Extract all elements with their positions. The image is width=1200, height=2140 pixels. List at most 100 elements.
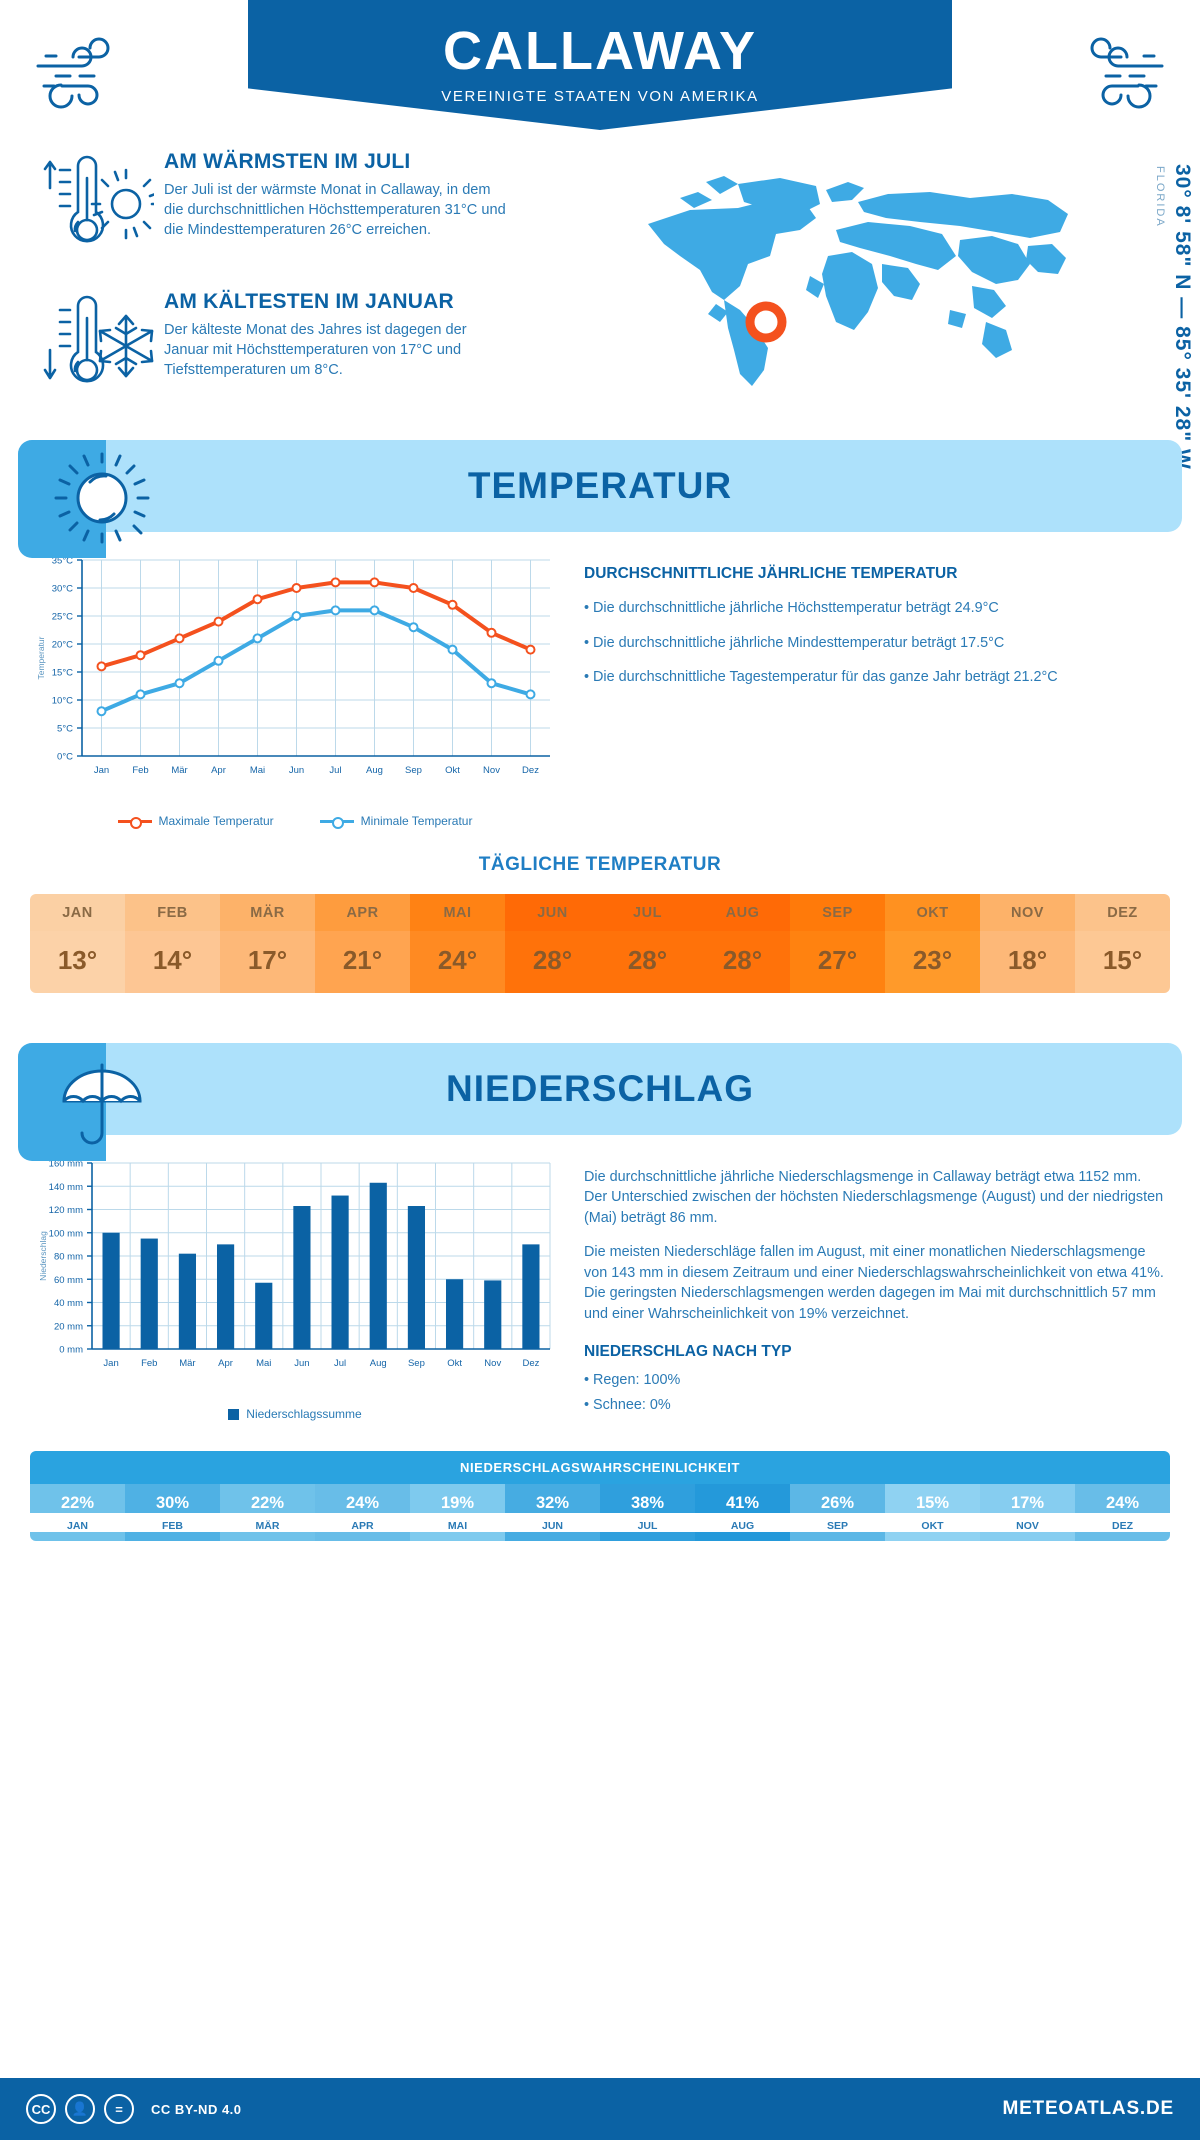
- temperature-bullet-1: • Die durchschnittliche jährliche Höchst…: [584, 600, 999, 617]
- svg-text:Jun: Jun: [294, 1358, 309, 1369]
- svg-text:0 mm: 0 mm: [59, 1345, 83, 1356]
- precipitation-bar-chart: 0 mm 20 mm 40 mm 60 mm 80 mm 100 mm 120 mm 140 …: [38, 1159, 551, 1369]
- svg-text:Sep: Sep: [405, 765, 422, 776]
- daily-temp-month: MAI: [410, 894, 505, 931]
- legend-precip-swatch: [228, 1408, 240, 1420]
- precipitation-legend: Niederschlagssumme: [30, 1407, 560, 1421]
- precip-prob-month: FEB: [125, 1513, 220, 1533]
- temperature-bullet-2: • Die durchschnittliche jährliche Mindes…: [584, 634, 1005, 651]
- precip-prob-column: 26% SEP: [790, 1484, 885, 1542]
- legend-max-label: Maximale Temperatur: [158, 814, 274, 828]
- precip-prob-month: APR: [315, 1513, 410, 1533]
- daily-temp-column: APR 21°: [315, 894, 410, 993]
- precip-prob-column: 24% APR: [315, 1484, 410, 1542]
- svg-text:160 mm: 160 mm: [49, 1159, 83, 1170]
- svg-text:Niederschlag: Niederschlag: [38, 1231, 48, 1281]
- daily-temperature-title: TÄGLICHE TEMPERATUR: [478, 854, 722, 875]
- daily-temp-month: JAN: [30, 894, 125, 931]
- svg-text:60 mm: 60 mm: [54, 1275, 83, 1286]
- daily-temp-column: AUG 28°: [695, 894, 790, 993]
- precip-prob-column: 22% JAN: [30, 1484, 125, 1542]
- temperature-side-text: DURCHSCHNITTLICHE JÄHRLICHE TEMPERATUR •…: [574, 548, 1178, 828]
- warmest-title: AM WÄRMSTEN IM JULI: [164, 150, 411, 173]
- daily-temp-column: FEB 14°: [125, 894, 220, 993]
- svg-text:Apr: Apr: [211, 765, 226, 776]
- precip-prob-month: JUL: [600, 1513, 695, 1533]
- daily-temp-column: JUL 28°: [600, 894, 695, 993]
- precip-prob-column: 38% JUL: [600, 1484, 695, 1542]
- brand-name: METEOATLAS.DE: [1002, 2098, 1174, 2119]
- precip-prob-column: 19% MAI: [410, 1484, 505, 1542]
- coldest-text: Der kälteste Monat des Jahres ist dagege…: [164, 322, 467, 379]
- precip-prob-value: 22%: [250, 1494, 285, 1513]
- legend-min-label: Minimale Temperatur: [360, 814, 473, 828]
- svg-text:Mai: Mai: [256, 1358, 271, 1369]
- daily-temp-month: JUN: [505, 894, 600, 931]
- daily-temp-column: OKT 23°: [885, 894, 980, 993]
- precip-prob-value: 41%: [725, 1494, 760, 1513]
- precipitation-chart: 0 mm 20 mm 40 mm 60 mm 80 mm 100 mm 120 mm 140 …: [30, 1151, 560, 1429]
- svg-text:Mär: Mär: [171, 765, 187, 776]
- state-label: FLORIDA: [1154, 166, 1166, 228]
- daily-temp-month: JUL: [600, 894, 695, 931]
- precip-prob-value: 26%: [820, 1494, 855, 1513]
- daily-temp-value: 28°: [505, 931, 600, 993]
- title-banner: CALLAWAY VEREINIGTE STAATEN VON AMERIKA: [248, 0, 952, 130]
- precip-prob-column: 22% MÄR: [220, 1484, 315, 1542]
- precip-prob-value: 15%: [915, 1494, 950, 1513]
- svg-text:Jan: Jan: [94, 765, 109, 776]
- country-subtitle: VEREINIGTE STAATEN VON AMERIKA: [441, 88, 759, 105]
- svg-text:Jul: Jul: [329, 765, 341, 776]
- svg-text:Nov: Nov: [484, 1358, 501, 1369]
- precip-prob-month: JAN: [30, 1513, 125, 1533]
- svg-text:Sep: Sep: [408, 1358, 425, 1369]
- daily-temp-value: 23°: [885, 931, 980, 993]
- precip-prob-column: 30% FEB: [125, 1484, 220, 1542]
- temperature-line-chart: 0°C 5°C 10°C 15°C 20°C 25°C 30°C 35°C Jan Feb Mär A…: [36, 556, 550, 776]
- daily-temp-value: 21°: [315, 931, 410, 993]
- svg-text:15°C: 15°C: [52, 668, 73, 679]
- precip-prob-value: 30%: [155, 1494, 190, 1513]
- precip-prob-month: NOV: [980, 1513, 1075, 1533]
- svg-text:20 mm: 20 mm: [54, 1321, 83, 1332]
- svg-text:Okt: Okt: [445, 765, 460, 776]
- precip-prob-column: 24% DEZ: [1075, 1484, 1170, 1542]
- top-info-section: AM WÄRMSTEN IM JULI Der Juli ist der wär…: [0, 140, 1200, 470]
- legend-min-swatch: [319, 816, 354, 829]
- precipitation-type-snow: • Schnee: 0%: [584, 1396, 671, 1413]
- precip-prob-value: 38%: [630, 1494, 665, 1513]
- thermometer-snowflake-icon: [34, 290, 154, 400]
- daily-temp-column: MAI 24°: [410, 894, 505, 993]
- svg-text:25°C: 25°C: [52, 612, 73, 623]
- daily-temp-month: AUG: [695, 894, 790, 931]
- daily-temp-value: 14°: [125, 931, 220, 993]
- precip-prob-month: MAI: [410, 1513, 505, 1533]
- precip-prob-month: AUG: [695, 1513, 790, 1533]
- svg-text:Aug: Aug: [366, 765, 383, 776]
- warmest-text: Der Juli ist der wärmste Monat in Callaw…: [164, 182, 506, 239]
- precip-prob-month: SEP: [790, 1513, 885, 1533]
- umbrella-icon: [52, 1055, 152, 1151]
- svg-text:Mai: Mai: [250, 765, 265, 776]
- daily-temp-month: NOV: [980, 894, 1075, 931]
- daily-temp-month: OKT: [885, 894, 980, 931]
- temperature-chart: 0°C 5°C 10°C 15°C 20°C 25°C 30°C 35°C Jan Feb Mär A…: [30, 548, 560, 829]
- daily-temp-month: MÄR: [220, 894, 315, 931]
- precip-prob-month: DEZ: [1075, 1513, 1170, 1533]
- world-map: [620, 160, 1140, 410]
- precip-prob-month: OKT: [885, 1513, 980, 1533]
- precip-prob-month: JUN: [505, 1513, 600, 1533]
- world-map-svg: [648, 176, 1068, 386]
- precip-prob-column: 15% OKT: [885, 1484, 980, 1542]
- temperature-bullet-3: • Die durchschnittliche Tagestemperatur …: [584, 669, 1058, 686]
- daily-temp-column: NOV 18°: [980, 894, 1075, 993]
- precipitation-chart-row: 0 mm 20 mm 40 mm 60 mm 80 mm 100 mm 120 mm 140 …: [0, 1135, 1200, 1429]
- page-footer: CC 👤 = CC BY-ND 4.0 METEOATLAS.DE: [0, 2078, 1200, 2140]
- daily-temp-month: SEP: [790, 894, 885, 931]
- precipitation-side-text: Die durchschnittliche jährliche Niedersc…: [574, 1151, 1178, 1429]
- svg-text:10°C: 10°C: [52, 696, 73, 707]
- coldest-title: AM KÄLTESTEN IM JANUAR: [164, 290, 454, 313]
- precip-prob-value: 17%: [1010, 1494, 1045, 1513]
- daily-temp-column: MÄR 17°: [220, 894, 315, 993]
